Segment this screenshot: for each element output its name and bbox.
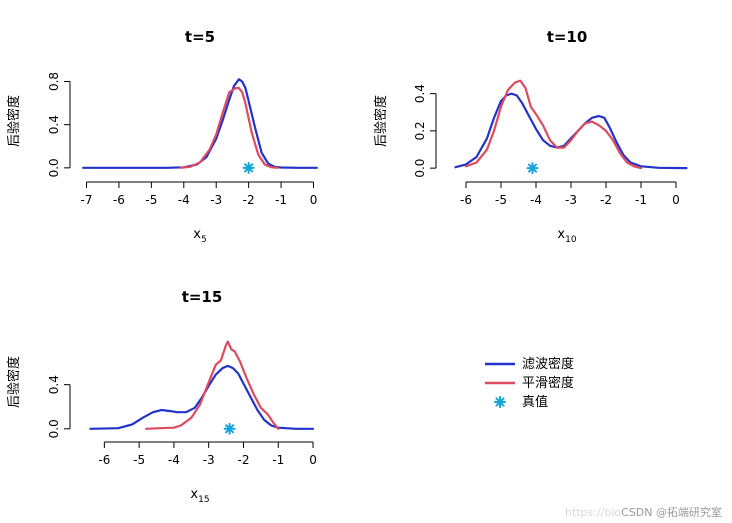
y-tick-label: 0.8: [47, 72, 61, 91]
watermark-faint-text: https://blo: [564, 506, 622, 519]
x-axis-label: x10: [557, 227, 576, 245]
watermark: https://bloCSDN @拓端研究室: [565, 504, 722, 520]
panel-t15: t=15 后验密度 x15 -6 -5 -4 -3 -2 -1 0 0.0 0.4: [6, 288, 317, 505]
series-line-filter: [89, 364, 315, 430]
x-tick-label: -1: [275, 193, 287, 207]
y-axis-label: 后验密度: [6, 356, 22, 408]
star-stroke: [225, 424, 235, 434]
series-line-smooth: [179, 86, 279, 169]
star-stroke: [527, 163, 538, 173]
x-tick-label: -2: [237, 453, 249, 467]
legend-label-smooth: 平滑密度: [522, 375, 574, 391]
x-tick-label: 0: [672, 193, 680, 207]
x-axis-label-subscript: 15: [198, 495, 209, 505]
series-line-smooth: [145, 340, 280, 430]
x-axis-label-subscript: 5: [201, 235, 207, 245]
x-axis-label-base: x: [190, 487, 198, 502]
legend: 滤波密度 平滑密度 真值: [485, 356, 574, 410]
series-line-filter: [82, 78, 318, 169]
legend-star-mark: [494, 396, 506, 408]
x-tick-label: -4: [530, 193, 542, 207]
x-tick-label: 0: [309, 453, 317, 467]
panel-title: t=5: [185, 28, 215, 46]
x-axis-label-subscript: 10: [565, 235, 577, 245]
x-tick-label: -1: [635, 193, 647, 207]
y-axis-label: 后验密度: [6, 95, 22, 147]
y-tick-label: 0.4: [47, 375, 61, 394]
star-stroke: [495, 397, 505, 407]
x-axis-label: x15: [190, 487, 209, 505]
y-tick-label: 0.2: [413, 121, 427, 140]
x-axis-label-base: x: [193, 227, 201, 242]
legend-label-filter: 滤波密度: [522, 356, 574, 372]
x-tick-label: -6: [113, 193, 125, 207]
x-tick-label: -5: [495, 193, 507, 207]
star-stroke: [244, 163, 254, 173]
x-tick-label: -6: [460, 193, 472, 207]
panel-title: t=10: [547, 28, 588, 46]
x-axis-label-base: x: [557, 227, 565, 242]
y-axis-label: 后验密度: [373, 95, 389, 147]
true-value-star: [526, 162, 539, 175]
x-tick-label: -4: [168, 453, 180, 467]
x-tick-label: -7: [81, 193, 93, 207]
x-axis-label: x5: [193, 227, 206, 245]
x-tick-label: -1: [272, 453, 284, 467]
x-tick-label: -2: [243, 193, 255, 207]
x-tick-label: -5: [133, 453, 145, 467]
legend-label-truth: 真值: [522, 394, 548, 410]
y-tick-label: 0.0: [47, 158, 61, 177]
true-value-star: [242, 161, 255, 174]
x-tick-label: -3: [203, 453, 215, 467]
watermark-text: CSDN @拓端研究室: [621, 506, 722, 519]
y-tick-label: 0.4: [413, 84, 427, 103]
panel-t10: t=10 后验密度 x10 -6 -5 -4 -3 -2 -1 0 0.0 0.2 0.4: [373, 28, 688, 245]
y-tick-label: 0.0: [413, 159, 427, 178]
series-line-smooth: [464, 79, 643, 170]
x-tick-label: -3: [210, 193, 222, 207]
x-tick-label: -3: [565, 193, 577, 207]
x-tick-label: -6: [98, 453, 110, 467]
x-tick-label: 0: [310, 193, 318, 207]
legend-star-icon: [494, 396, 506, 408]
x-tick-label: -5: [145, 193, 157, 207]
x-tick-label: -4: [178, 193, 190, 207]
true-value-star: [223, 422, 236, 435]
y-tick-label: 0.0: [47, 419, 61, 438]
x-tick-label: -2: [600, 193, 612, 207]
y-tick-label: 0.4: [47, 115, 61, 134]
panel-t5: t=5 后验密度 x5 -7 -6 -5 -4 -3 -2 -1 0 0.0 0.4 0.8: [6, 28, 318, 245]
series-line-filter: [454, 92, 688, 170]
panel-title: t=15: [182, 288, 223, 306]
